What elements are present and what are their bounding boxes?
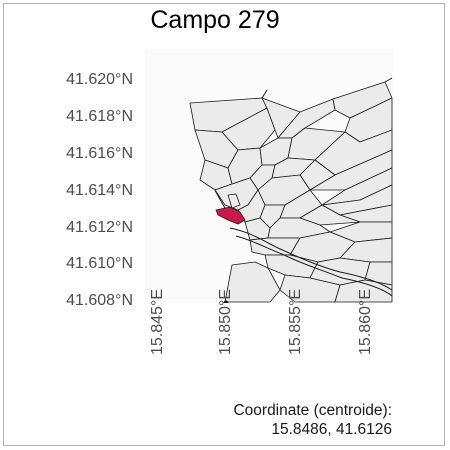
x-tick-label: 15.860°E [357,289,374,356]
parcel [227,193,241,209]
y-tick-label: 41.618°N [66,108,133,125]
centroid-value: 15.8486, 41.6126 [271,421,392,438]
x-tick-label: 15.855°E [287,289,304,356]
map-panel[interactable] [145,49,394,303]
y-tick-label: 41.620°N [66,71,133,88]
y-tick-label: 41.612°N [66,219,133,236]
x-tick-label: 15.850°E [217,289,234,356]
parcel [221,107,276,151]
map-title: Campo 279 [150,6,280,34]
plot-frame [3,3,445,446]
highlighted-parcel [215,206,246,225]
y-tick-label: 41.610°N [66,255,133,272]
parcel-map [189,77,393,303]
y-tick-label: 41.608°N [66,292,133,309]
y-tick-label: 41.616°N [66,145,133,162]
centroid-caption: Coordinate (centroide): 15.8486, 41.6126 [233,401,392,439]
parcel [334,279,393,303]
centroid-label: Coordinate (centroide): [233,402,392,419]
parcel [261,97,301,139]
y-tick-label: 41.614°N [66,182,133,199]
x-tick-label: 15.845°E [149,289,166,356]
parcel-marker [223,300,229,303]
